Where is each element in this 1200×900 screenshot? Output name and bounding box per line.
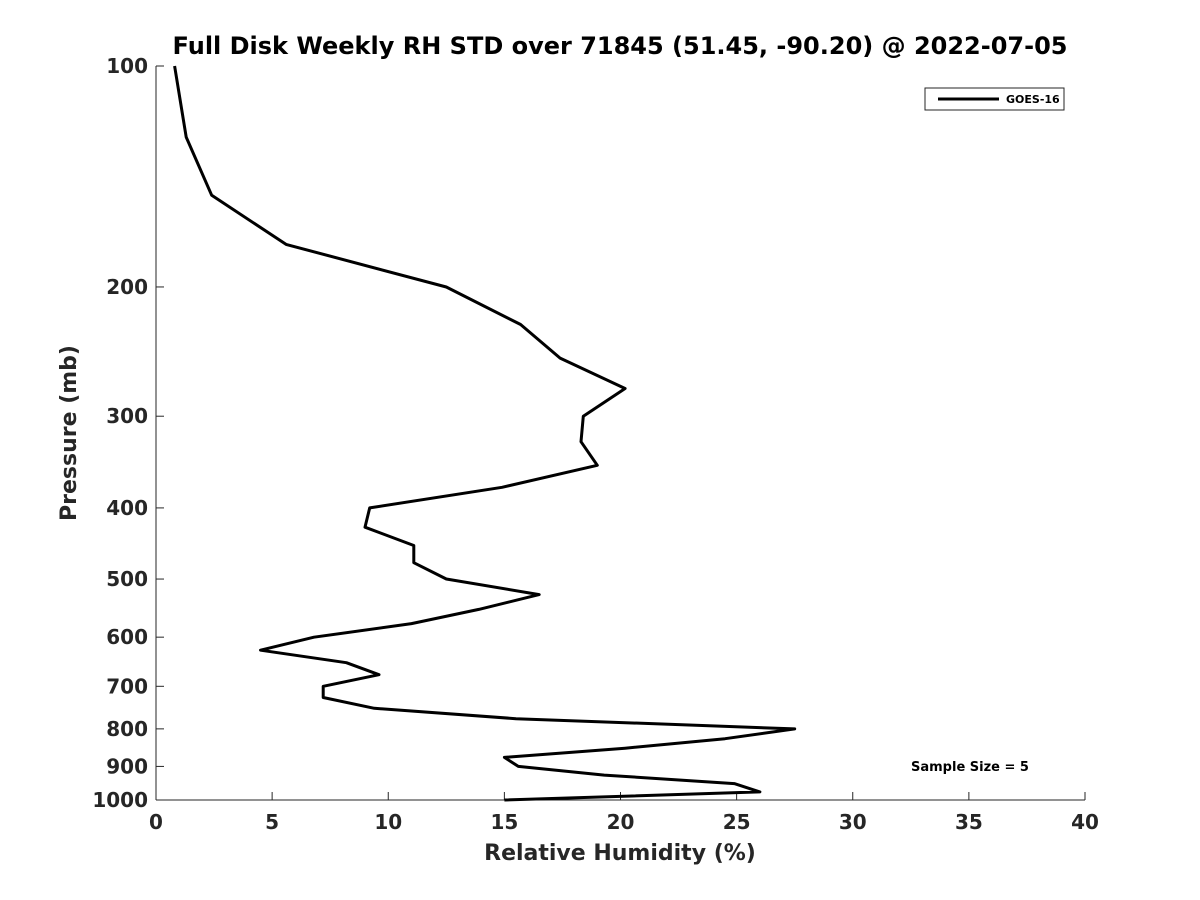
y-tick-label: 100: [106, 54, 148, 78]
y-tick-label: 400: [106, 496, 148, 520]
y-tick-label: 600: [106, 625, 148, 649]
chart-title: Full Disk Weekly RH STD over 71845 (51.4…: [173, 32, 1068, 60]
y-tick-label: 500: [106, 567, 148, 591]
y-tick-label: 700: [106, 674, 148, 698]
legend: GOES-16: [924, 87, 1065, 111]
x-tick-label: 35: [955, 810, 983, 834]
y-tick-label: 900: [106, 754, 148, 778]
y-tick-label: 1000: [92, 788, 148, 812]
y-axis-label: Pressure (mb): [57, 345, 82, 521]
y-tick-label: 800: [106, 717, 148, 741]
x-tick-label: 30: [839, 810, 867, 834]
x-tick-label: 0: [149, 810, 163, 834]
x-axis-ticks: 0 5 10 15 20 25 30 35 40: [149, 792, 1099, 834]
x-tick-label: 10: [374, 810, 402, 834]
legend-label-goes-16: GOES-16: [1006, 93, 1060, 106]
sample-size-annotation: Sample Size = 5: [911, 760, 1029, 775]
series-line-goes-16: [173, 65, 797, 802]
x-tick-label: 40: [1071, 810, 1099, 834]
x-tick-label: 25: [723, 810, 751, 834]
x-axis-label: Relative Humidity (%): [484, 841, 756, 866]
x-tick-label: 15: [490, 810, 518, 834]
x-tick-label: 20: [607, 810, 635, 834]
y-tick-label: 300: [106, 404, 148, 428]
y-tick-label: 200: [106, 275, 148, 299]
series-group: [173, 65, 797, 802]
x-tick-label: 5: [265, 810, 279, 834]
y-axis-ticks: 100 200 300 400 500 600 700 800 900 1000: [92, 54, 164, 812]
